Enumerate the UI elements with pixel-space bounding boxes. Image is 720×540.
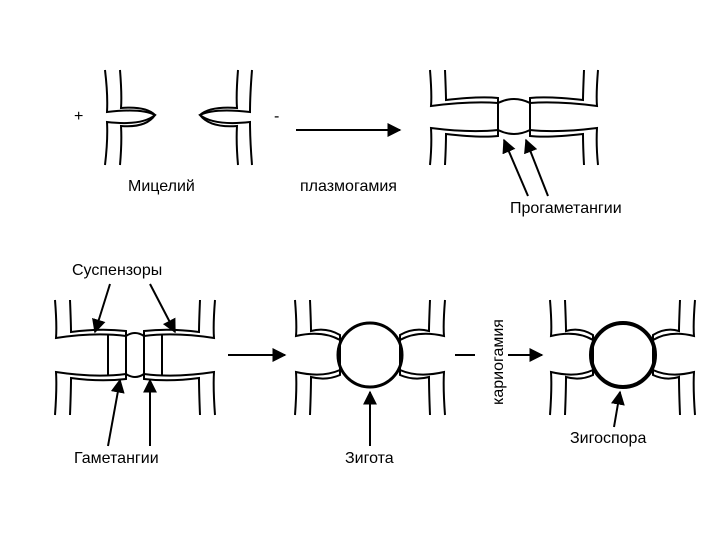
arrow-to-gam-left	[108, 380, 120, 446]
stage-zygospore	[550, 300, 695, 415]
diagram-svg	[0, 0, 720, 540]
stage-gametangia	[55, 300, 215, 415]
arrow-to-susp-left	[95, 284, 110, 332]
arrow-to-progam-left	[504, 140, 528, 196]
arrow-to-zygospore-lbl	[614, 392, 620, 427]
stage-progametangia	[430, 70, 598, 165]
arrow-to-susp-right	[150, 284, 175, 332]
stage-mycelium	[105, 70, 252, 165]
arrow-to-progam-right	[526, 140, 548, 196]
